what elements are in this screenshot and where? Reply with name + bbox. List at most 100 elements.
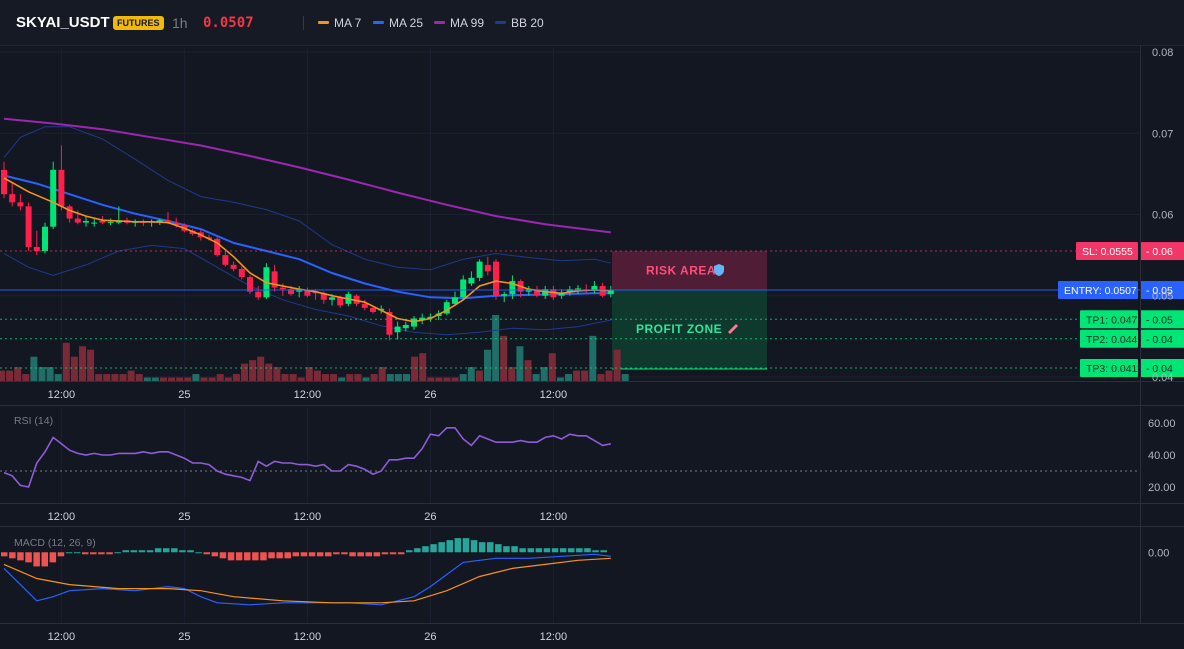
header-divider	[303, 16, 304, 30]
macd-signal-line	[3, 557, 611, 604]
macd-histogram-bar	[397, 552, 405, 555]
macd-histogram-bar	[227, 552, 235, 561]
volume-bar	[273, 367, 281, 381]
risk-area-label: RISK AREA	[646, 264, 716, 278]
volume-bar	[62, 342, 70, 381]
axis-tag-label: - 0.04	[1146, 363, 1173, 375]
candle	[304, 290, 311, 296]
macd-histogram-bar	[203, 552, 210, 555]
axis-tag-label: - 0.05	[1146, 285, 1173, 297]
candle	[214, 238, 221, 256]
price-axis-tick: 0.04	[1152, 372, 1173, 384]
macd-histogram-bar	[154, 548, 162, 553]
volume-bar	[605, 370, 613, 381]
candle	[247, 277, 253, 292]
macd-title: MACD (12, 26, 9)	[14, 537, 96, 549]
axis-tag-label: - 0.06	[1146, 246, 1173, 258]
legend-ma25[interactable]: MA 25	[373, 14, 423, 32]
legend-ma7[interactable]: MA 7	[318, 14, 361, 32]
volume-bar	[249, 360, 257, 381]
price-axis-tick: 0.05	[1152, 291, 1173, 303]
volume-bar	[305, 367, 313, 381]
volume-bar	[313, 370, 321, 381]
level-label: SL: 0.0555	[1082, 246, 1133, 258]
axis-tag	[1141, 359, 1184, 378]
candle	[452, 297, 458, 304]
symbol-name[interactable]: SKYAI_USDT	[16, 14, 110, 31]
candle	[534, 289, 540, 296]
volume-bar	[46, 367, 54, 381]
candle	[25, 206, 32, 247]
volume-bar	[378, 367, 386, 381]
time-axis-price-tick: 12:00	[48, 389, 76, 401]
volume-bar	[411, 356, 419, 381]
candle	[394, 326, 401, 333]
volume-bar	[354, 374, 362, 381]
macd-histogram-bar	[568, 548, 575, 553]
volume-bar	[556, 377, 564, 381]
legend-label: BB 20	[511, 16, 544, 30]
timeframe-selector[interactable]: 1h	[172, 15, 188, 31]
legend-bb20[interactable]: BB 20	[495, 14, 544, 32]
candle	[165, 220, 171, 222]
ma25-line	[3, 174, 611, 300]
level-tag	[1080, 329, 1138, 348]
macd-histogram-bar	[260, 552, 267, 561]
volume-bar	[70, 356, 78, 381]
macd-histogram-bar	[430, 544, 437, 553]
candle	[17, 202, 24, 207]
macd-histogram-bar	[33, 552, 40, 567]
time-axis-macd-tick: 26	[424, 631, 436, 643]
legend-ma99[interactable]: MA 99	[434, 14, 484, 32]
legend-label: MA 7	[334, 16, 362, 30]
candle	[353, 295, 360, 304]
candle	[386, 311, 393, 335]
macd-histogram-bar	[163, 548, 170, 553]
macd-histogram-bar	[559, 548, 567, 553]
candle	[230, 264, 237, 269]
candle	[337, 297, 344, 306]
candle	[607, 290, 614, 295]
candle	[501, 294, 508, 296]
level-label: TP1: 0.0471	[1086, 314, 1143, 326]
macd-histogram-bar	[495, 544, 502, 553]
candle	[509, 281, 516, 295]
volume-bar	[289, 374, 297, 381]
time-axis-rsi-tick: 26	[424, 511, 436, 523]
macd-histogram-bar	[365, 552, 372, 557]
macd-histogram-bar	[252, 552, 259, 561]
candle	[591, 285, 598, 291]
candle	[361, 303, 368, 308]
rsi-axis-tick: 60.00	[1148, 418, 1176, 430]
volume-bar	[613, 349, 621, 381]
macd-histogram-bar	[57, 552, 65, 557]
volume-bar	[224, 377, 232, 381]
macd-histogram-bar	[195, 552, 202, 554]
macd-histogram-bar	[438, 542, 445, 553]
macd-histogram-bar	[138, 550, 146, 553]
volume-bar	[403, 374, 410, 381]
candle	[476, 261, 483, 278]
macd-histogram-bar	[503, 546, 510, 553]
macd-histogram-bar	[478, 542, 486, 553]
macd-histogram-bar	[130, 550, 138, 553]
volume-bar	[151, 377, 159, 381]
macd-histogram-bar	[389, 552, 397, 555]
macd-histogram-bar	[292, 552, 300, 557]
volume-bar	[597, 374, 605, 381]
volume-bar	[548, 353, 556, 381]
volume-bar	[419, 353, 427, 381]
volume-bar	[87, 349, 95, 381]
macd-histogram-bar	[146, 550, 154, 553]
candle	[173, 222, 180, 226]
macd-histogram-bar	[1, 552, 8, 557]
time-axis-rsi-tick: 25	[178, 511, 190, 523]
ma99-line	[3, 117, 611, 234]
time-axis-macd-tick: 12:00	[48, 631, 76, 643]
candle	[402, 324, 409, 329]
macd-histogram-bar	[211, 552, 219, 557]
volume-bar	[216, 374, 224, 381]
candle	[271, 271, 278, 288]
level-tag	[1080, 310, 1138, 329]
